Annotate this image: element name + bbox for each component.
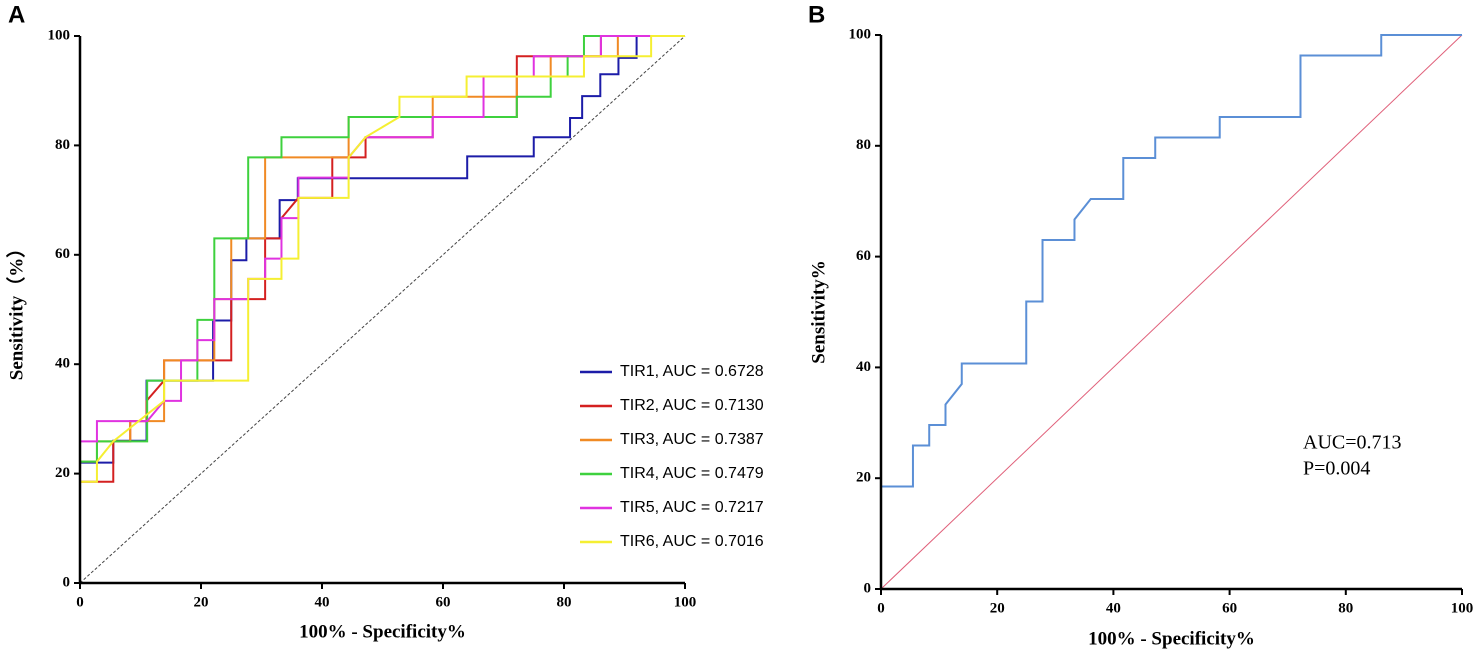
y-tick-label: 100 <box>849 26 872 42</box>
annotation: AUC=0.713 <box>1303 432 1402 454</box>
y-axis-label: Sensitivity% <box>808 260 829 363</box>
y-tick-label: 60 <box>856 248 871 264</box>
legend-label: TIR3, AUC = 0.7387 <box>620 431 764 448</box>
x-tick-label: 60 <box>1222 600 1237 616</box>
y-tick-label: 80 <box>55 137 70 153</box>
y-tick-label: 20 <box>55 465 70 481</box>
x-tick-label: 80 <box>557 594 572 610</box>
y-tick-label: 0 <box>864 580 872 596</box>
y-tick-label: 40 <box>55 356 70 372</box>
legend-label: TIR2, AUC = 0.7130 <box>620 397 764 414</box>
reference-line <box>880 34 1463 590</box>
y-tick-label: 0 <box>63 574 71 590</box>
y-tick-label: 80 <box>856 137 871 153</box>
reference-line <box>79 35 686 584</box>
x-axis-label: 100% - Specificity% <box>299 621 466 642</box>
x-tick-label: 40 <box>1106 600 1121 616</box>
legend-label: TIR1, AUC = 0.6728 <box>620 363 764 380</box>
annotation: P=0.004 <box>1303 458 1370 480</box>
x-tick-label: 80 <box>1338 600 1353 616</box>
y-tick-label: 60 <box>55 246 70 262</box>
y-tick-label: 100 <box>48 27 71 43</box>
x-axis-label: 100% - Specificity% <box>1088 628 1255 649</box>
x-tick-label: 100 <box>1451 600 1474 616</box>
roc-curve <box>79 35 685 583</box>
legend-label: TIR5, AUC = 0.7217 <box>620 499 764 516</box>
x-tick-label: 60 <box>436 594 451 610</box>
roc-curve <box>79 35 685 583</box>
roc-curve <box>880 34 1462 589</box>
panel-label: A <box>8 1 25 28</box>
panel-label: B <box>808 1 825 28</box>
y-tick-label: 40 <box>856 359 871 375</box>
x-tick-label: 20 <box>990 600 1005 616</box>
y-tick-label: 20 <box>856 470 871 486</box>
legend-label: TIR4, AUC = 0.7479 <box>620 465 764 482</box>
x-tick-label: 100 <box>674 594 697 610</box>
x-tick-label: 40 <box>315 594 330 610</box>
x-tick-label: 0 <box>76 594 84 610</box>
legend-label: TIR6, AUC = 0.7016 <box>620 533 764 550</box>
x-tick-label: 0 <box>877 600 885 616</box>
x-tick-label: 20 <box>194 594 209 610</box>
y-axis-label: Sensitivity（%） <box>4 239 27 380</box>
